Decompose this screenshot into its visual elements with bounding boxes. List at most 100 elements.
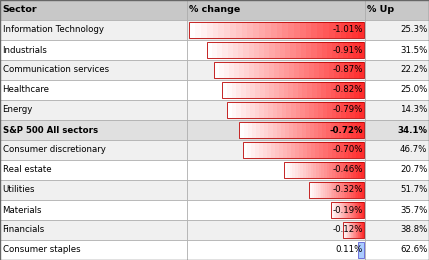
Bar xyxy=(271,142,275,158)
Bar xyxy=(0,220,187,240)
Bar xyxy=(365,100,429,120)
Bar xyxy=(287,162,290,178)
Bar xyxy=(0,0,187,20)
Bar xyxy=(334,183,336,198)
Bar xyxy=(340,183,342,198)
Text: -0.91%: -0.91% xyxy=(332,46,363,55)
Bar xyxy=(354,62,359,77)
Bar xyxy=(314,162,316,178)
Bar xyxy=(348,162,350,178)
Bar xyxy=(344,62,349,77)
Bar xyxy=(343,122,347,138)
Text: Information Technology: Information Technology xyxy=(3,25,103,35)
Bar xyxy=(353,183,355,198)
Bar xyxy=(321,183,323,198)
Text: Communication services: Communication services xyxy=(3,66,109,75)
Bar xyxy=(274,82,279,98)
Text: 14.3%: 14.3% xyxy=(400,106,427,114)
Bar xyxy=(322,42,327,58)
Bar xyxy=(324,62,329,77)
Bar xyxy=(0,200,187,220)
Bar xyxy=(365,20,429,40)
Bar xyxy=(218,62,224,77)
Bar xyxy=(187,160,365,180)
Bar xyxy=(0,100,187,120)
Bar xyxy=(359,62,364,77)
Bar xyxy=(354,82,359,98)
Bar xyxy=(264,42,269,58)
Bar xyxy=(347,202,348,218)
Bar xyxy=(345,162,348,178)
Bar xyxy=(280,42,285,58)
Bar xyxy=(277,22,282,38)
Bar xyxy=(360,222,361,238)
Bar xyxy=(246,82,251,98)
Bar xyxy=(298,162,300,178)
Bar xyxy=(222,42,228,58)
Bar xyxy=(271,22,277,38)
Bar xyxy=(292,162,295,178)
Text: 31.5%: 31.5% xyxy=(400,46,427,55)
Bar xyxy=(259,142,263,158)
Text: -0.70%: -0.70% xyxy=(332,146,363,154)
Bar xyxy=(346,102,350,118)
Bar xyxy=(333,202,334,218)
Bar xyxy=(241,82,246,98)
Bar xyxy=(187,200,365,220)
Bar xyxy=(326,122,331,138)
Bar xyxy=(285,122,289,138)
Bar xyxy=(355,222,356,238)
Bar xyxy=(291,142,295,158)
Bar xyxy=(358,22,364,38)
Text: 25.0%: 25.0% xyxy=(400,86,427,94)
Bar xyxy=(343,202,344,218)
Bar xyxy=(260,82,265,98)
Bar xyxy=(365,200,429,220)
Bar xyxy=(341,102,346,118)
Bar xyxy=(187,80,365,100)
Bar xyxy=(345,202,346,218)
Bar xyxy=(255,82,260,98)
Text: Industrials: Industrials xyxy=(3,46,48,55)
Text: -1.01%: -1.01% xyxy=(332,25,363,35)
Bar xyxy=(309,102,314,118)
Bar xyxy=(318,102,323,118)
Bar xyxy=(187,140,365,160)
Bar xyxy=(252,122,256,138)
Bar xyxy=(343,42,348,58)
Bar xyxy=(339,62,344,77)
Bar xyxy=(351,183,353,198)
Text: -0.19%: -0.19% xyxy=(332,205,363,214)
Bar xyxy=(224,22,230,38)
Bar xyxy=(353,222,354,238)
Bar xyxy=(297,122,302,138)
Text: 0.11%: 0.11% xyxy=(335,245,363,255)
Bar xyxy=(274,62,279,77)
Bar xyxy=(332,202,333,218)
Bar xyxy=(350,102,355,118)
Bar xyxy=(356,222,357,238)
Bar xyxy=(363,202,364,218)
Bar xyxy=(238,42,243,58)
Text: 46.7%: 46.7% xyxy=(400,146,427,154)
Bar xyxy=(289,62,294,77)
Bar xyxy=(207,42,212,58)
Bar xyxy=(327,142,332,158)
Bar xyxy=(338,183,340,198)
Bar xyxy=(0,80,187,100)
Bar xyxy=(218,22,224,38)
Bar xyxy=(344,183,345,198)
Bar xyxy=(356,162,359,178)
Bar xyxy=(352,142,356,158)
Bar xyxy=(308,162,311,178)
Bar xyxy=(332,142,335,158)
Bar xyxy=(264,102,268,118)
Bar xyxy=(326,82,331,98)
Bar xyxy=(341,202,342,218)
Text: 35.7%: 35.7% xyxy=(400,205,427,214)
Bar xyxy=(304,62,309,77)
Bar xyxy=(311,162,314,178)
Bar xyxy=(268,102,273,118)
Bar xyxy=(224,62,229,77)
Bar xyxy=(323,183,325,198)
